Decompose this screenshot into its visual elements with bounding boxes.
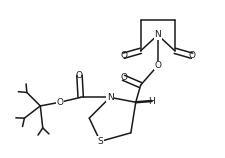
Text: O: O: [120, 73, 127, 82]
Text: O: O: [154, 61, 161, 70]
Text: O: O: [56, 98, 63, 107]
Text: S: S: [97, 137, 103, 146]
Text: O: O: [76, 71, 83, 80]
Text: O: O: [120, 51, 127, 60]
Text: O: O: [189, 51, 196, 60]
Text: H: H: [148, 97, 155, 106]
Text: N: N: [107, 93, 113, 102]
Text: N: N: [154, 30, 161, 40]
